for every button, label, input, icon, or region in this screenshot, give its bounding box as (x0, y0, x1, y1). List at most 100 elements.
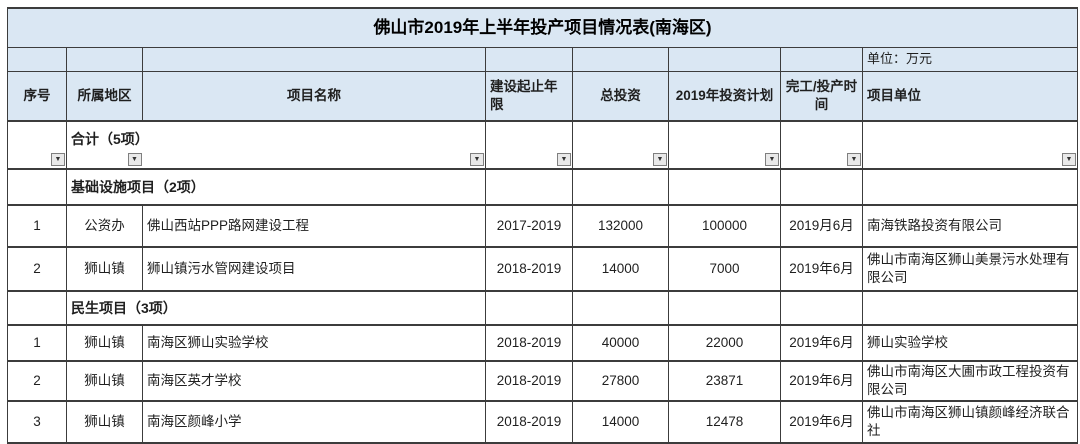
cell-2019-plan: 22000 (668, 324, 781, 362)
filter-dropdown-button[interactable]: ▼ (653, 153, 667, 166)
summary-row: ▼ 合计（5项） ▼ ▼ ▼ ▼ ▼ ▼ ▼ (7, 120, 1079, 170)
cell-project-unit: 南海铁路投资有限公司 (861, 204, 1079, 248)
col-header-area: 所属地区 (66, 70, 143, 122)
column-header-row: 序号 所属地区 项目名称 建设起止年限 总投资 2019年投资计划 完工/投产时… (7, 70, 1079, 122)
cell-no: 3 (7, 400, 67, 444)
cell-total: 132000 (572, 204, 669, 248)
cell-area: 狮山镇 (66, 400, 143, 444)
empty-cell (668, 168, 781, 206)
cell-2019-plan: 23871 (668, 360, 781, 402)
empty-cell: ▼ (668, 120, 781, 170)
cell-project-unit: 佛山市南海区大圃市政工程投资有限公司 (861, 360, 1079, 402)
cell-period: 2018-2019 (485, 360, 573, 402)
cell-project-name: 南海区狮山实验学校 (142, 324, 486, 362)
cell-2019-plan: 7000 (668, 246, 781, 292)
project-table: 佛山市2019年上半年投产项目情况表(南海区) 单位：万元 序号 所属地区 项目… (6, 7, 1079, 444)
unit-note: 单位：万元 (861, 46, 1079, 72)
filter-dropdown-button[interactable]: ▼ (51, 153, 65, 166)
empty-cell (780, 168, 863, 206)
empty-cell (780, 46, 863, 72)
empty-cell (142, 46, 486, 72)
filter-dropdown-button[interactable]: ▼ (470, 153, 484, 166)
cell-finish-time: 2019年6月 (780, 400, 863, 444)
title-row: 佛山市2019年上半年投产项目情况表(南海区) (6, 7, 1079, 48)
empty-cell (66, 46, 143, 72)
filter-dropdown-button[interactable]: ▼ (847, 153, 861, 166)
col-header-project-unit: 项目单位 (861, 70, 1079, 122)
cell-project-unit: 佛山市南海区狮山美景污水处理有限公司 (861, 246, 1079, 292)
cell-period: 2018-2019 (485, 324, 573, 362)
empty-cell (668, 46, 781, 72)
cell-project-name: 狮山镇污水管网建设项目 (142, 246, 486, 292)
empty-cell: ▼ (780, 120, 863, 170)
empty-cell (142, 290, 486, 326)
cell-2019-plan: 100000 (668, 204, 781, 248)
empty-cell (572, 46, 669, 72)
cell-total: 14000 (572, 400, 669, 444)
cell-area: 狮山镇 (66, 360, 143, 402)
col-header-period: 建设起止年限 (485, 70, 573, 122)
cell-project-name: 南海区英才学校 (142, 360, 486, 402)
col-header-no: 序号 (7, 70, 67, 122)
section-header-row: 基础设施项目（2项） (7, 168, 1079, 206)
table-row: 2 狮山镇 狮山镇污水管网建设项目 2018-2019 14000 7000 2… (7, 246, 1079, 292)
empty-cell (7, 168, 67, 206)
col-header-total-investment: 总投资 (572, 70, 669, 122)
empty-cell (861, 290, 1079, 326)
cell-no: 2 (7, 360, 67, 402)
cell-finish-time: 2019年6月 (780, 360, 863, 402)
summary-no-cell: ▼ (7, 120, 67, 170)
empty-cell: ▼ (861, 120, 1079, 170)
col-header-finish-time: 完工/投产时间 (780, 70, 863, 122)
empty-cell (485, 168, 573, 206)
col-header-project-name: 项目名称 (142, 70, 486, 122)
table-row: 2 狮山镇 南海区英才学校 2018-2019 27800 23871 2019… (7, 360, 1079, 402)
cell-no: 1 (7, 204, 67, 248)
section-label: 基础设施项目（2项） (71, 178, 205, 195)
empty-cell (485, 290, 573, 326)
section-label: 民生项目（3项） (71, 299, 177, 316)
cell-project-name: 佛山西站PPP路网建设工程 (142, 204, 486, 248)
cell-total: 27800 (572, 360, 669, 402)
summary-label-cell: 合计（5项） ▼ (66, 120, 149, 170)
section-label-cell: 基础设施项目（2项） (66, 168, 205, 206)
page-title: 佛山市2019年上半年投产项目情况表(南海区) (6, 7, 1079, 48)
cell-project-name: 南海区颜峰小学 (142, 400, 486, 444)
section-label-cell: 民生项目（3项） (66, 290, 177, 326)
table-row: 3 狮山镇 南海区颜峰小学 2018-2019 14000 12478 2019… (7, 400, 1079, 444)
cell-total: 14000 (572, 246, 669, 292)
filter-dropdown-button[interactable]: ▼ (557, 153, 571, 166)
empty-cell: ▼ (572, 120, 669, 170)
cell-no: 2 (7, 246, 67, 292)
cell-area: 狮山镇 (66, 324, 143, 362)
col-header-2019-plan: 2019年投资计划 (668, 70, 781, 122)
empty-cell: ▼ (485, 120, 573, 170)
empty-cell (485, 46, 573, 72)
filter-dropdown-button[interactable]: ▼ (127, 153, 142, 166)
empty-cell (572, 290, 669, 326)
cell-finish-time: 2019年6月 (780, 246, 863, 292)
empty-cell (780, 290, 863, 326)
cell-period: 2018-2019 (485, 400, 573, 444)
cell-project-unit: 佛山市南海区狮山镇颜峰经济联合社 (861, 400, 1079, 444)
filter-dropdown-button[interactable]: ▼ (765, 153, 779, 166)
cell-2019-plan: 12478 (668, 400, 781, 444)
empty-cell: ▼ (142, 120, 486, 170)
cell-no: 1 (7, 324, 67, 362)
empty-cell (7, 290, 67, 326)
cell-area: 狮山镇 (66, 246, 143, 292)
empty-cell (572, 168, 669, 206)
empty-cell (7, 46, 67, 72)
summary-label: 合计（5项） (71, 131, 149, 147)
cell-period: 2018-2019 (485, 246, 573, 292)
table-row: 1 狮山镇 南海区狮山实验学校 2018-2019 40000 22000 20… (7, 324, 1079, 362)
filter-dropdown-button[interactable]: ▼ (1062, 153, 1077, 166)
cell-finish-time: 2019年6月 (780, 324, 863, 362)
empty-cell (668, 290, 781, 326)
cell-area: 公资办 (66, 204, 143, 248)
section-header-row: 民生项目（3项） (7, 290, 1079, 326)
empty-cell (142, 168, 486, 206)
cell-project-unit: 狮山实验学校 (861, 324, 1079, 362)
cell-finish-time: 2019月6月 (780, 204, 863, 248)
